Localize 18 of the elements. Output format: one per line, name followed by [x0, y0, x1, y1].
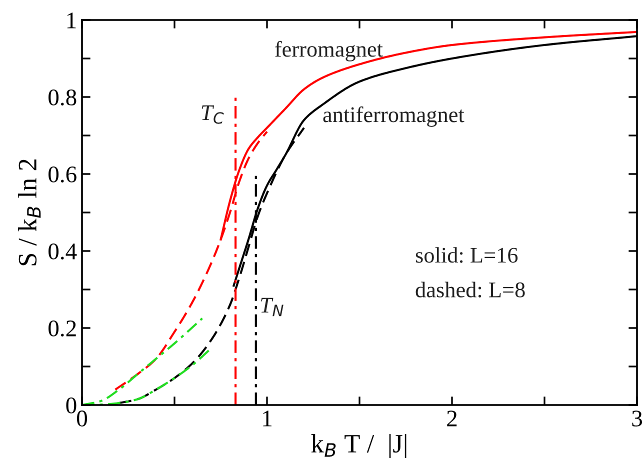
annotation: antiferromagnet [323, 106, 464, 127]
x-axis-title: k$_{B}$ T / |J| [311, 434, 406, 458]
x-tick-label: 3 [632, 410, 642, 426]
annotation: dashed: L=8 [416, 282, 525, 298]
y-axis-title: S / k$_{B}$ ln 2 [18, 159, 41, 266]
series-label: T$_{N}$ [261, 298, 284, 316]
annotation: ferromagnet [275, 40, 383, 62]
x-tick-label: 2 [447, 410, 457, 426]
y-tick-label: 0 [66, 397, 76, 414]
y-tick-label: 0.8 [48, 89, 76, 106]
y-tick-label: 0.4 [48, 243, 77, 260]
x-tick-label: 0 [76, 410, 88, 426]
y-tick-label: 0.6 [48, 166, 76, 183]
x-tick-label: 1 [263, 410, 272, 426]
annotation: solid: L=16 [416, 247, 518, 263]
series-label: T$_{C}$ [202, 105, 224, 124]
y-tick-label: 0.2 [48, 320, 76, 337]
y-tick-label: 1 [67, 12, 76, 28]
